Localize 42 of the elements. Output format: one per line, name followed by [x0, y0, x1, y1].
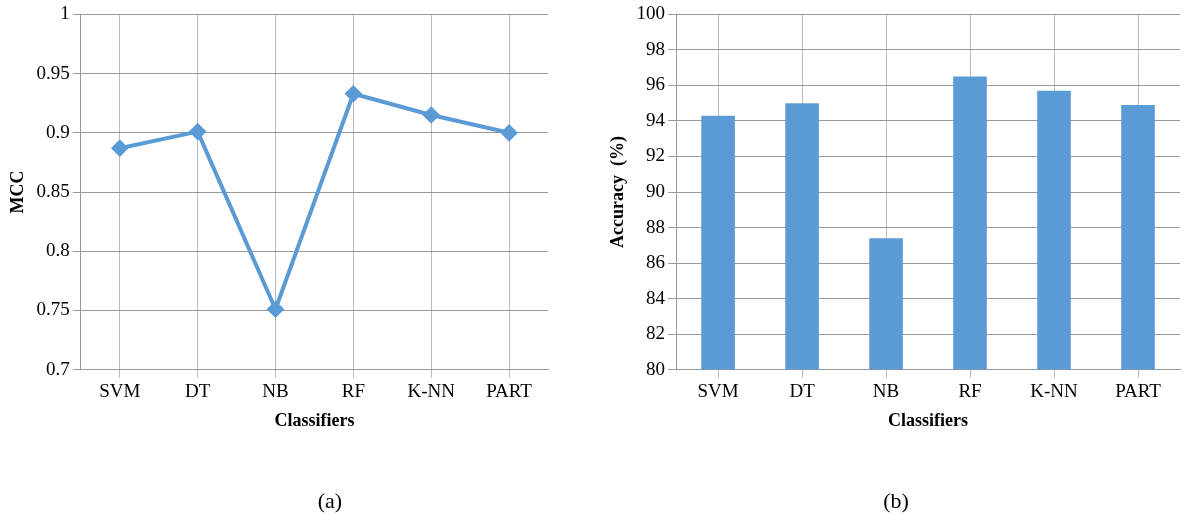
x-tick-label: NB — [872, 379, 900, 401]
point — [111, 140, 128, 157]
y-tick-label: 90 — [646, 179, 666, 201]
y-tick-label: 96 — [646, 73, 666, 95]
x-tick-label: SVM — [697, 379, 739, 401]
point — [189, 123, 206, 140]
x-axis-title: Classifiers — [888, 409, 969, 430]
point — [501, 124, 518, 141]
y-tick-label: 82 — [646, 322, 666, 344]
x-tick-label: DT — [789, 379, 816, 401]
point — [345, 85, 362, 102]
x-tick-label: DT — [184, 379, 211, 401]
y-tick-label: 0.85 — [36, 179, 70, 201]
point — [267, 301, 284, 318]
y-tick-label: 0.8 — [46, 239, 70, 261]
x-tick-label: K-NN — [407, 379, 456, 401]
x-tick-label: K-NN — [1030, 379, 1079, 401]
y-tick-label: 86 — [646, 251, 666, 273]
text: (b) — [882, 488, 910, 514]
y-tick-label: 1 — [60, 2, 70, 24]
y-tick-label: 80 — [646, 357, 666, 379]
y-tick-label: 84 — [646, 286, 666, 308]
x-tick-label: SVM — [99, 379, 141, 401]
x-tick-label: PART — [486, 379, 533, 401]
y-tick-label: 0.95 — [36, 61, 70, 83]
y-tick-label: 100 — [636, 2, 666, 24]
y-axis-title: MCC — [7, 170, 28, 214]
y-tick-label: 0.9 — [46, 120, 70, 142]
y-tick-label: 98 — [646, 37, 666, 59]
text: (a) — [316, 488, 344, 514]
y-tick-label: 94 — [646, 108, 666, 130]
y-tick-label: 88 — [646, 215, 666, 237]
y-tick-label: 92 — [646, 144, 666, 166]
y-tick-label: 0.7 — [46, 357, 70, 379]
x-axis-title: Classifiers — [274, 409, 355, 430]
point — [423, 107, 440, 124]
y-tick-label: 0.75 — [36, 298, 70, 320]
x-tick-label: PART — [1115, 379, 1162, 401]
x-tick-label: RF — [958, 379, 982, 401]
y-axis-title: Accuracy (%) — [607, 136, 629, 248]
x-tick-label: RF — [341, 379, 365, 401]
x-tick-label: NB — [262, 379, 289, 401]
